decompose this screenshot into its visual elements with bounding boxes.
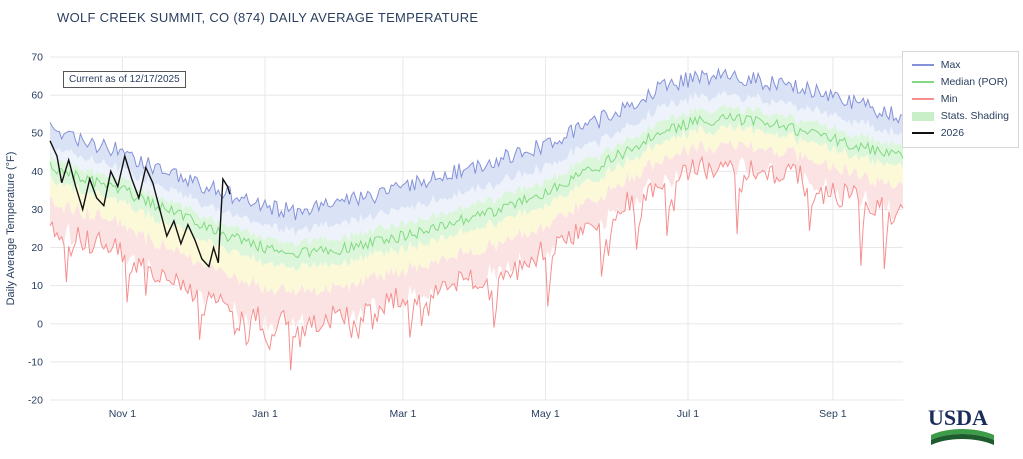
legend-item-median-por[interactable]: Median (POR)	[911, 76, 1009, 88]
y-tick-label: 50	[31, 128, 43, 140]
legend-item-stats-shading[interactable]: Stats. Shading	[911, 110, 1009, 122]
legend-item-label: Max	[940, 59, 961, 71]
legend-item-label: Median (POR)	[940, 76, 1008, 88]
x-tick-label: Sep 1	[819, 408, 847, 420]
y-tick-label: 20	[31, 242, 43, 254]
current-as-of-annotation: Current as of 12/17/2025	[63, 71, 186, 88]
legend-item-max[interactable]: Max	[911, 59, 1009, 71]
x-tick-label: Jul 1	[677, 408, 699, 420]
usda-logo-text: USDA	[928, 405, 988, 430]
usda-swoosh-dark	[931, 434, 994, 445]
y-tick-label: 70	[31, 52, 43, 64]
max-line	[49, 67, 904, 221]
y-tick-label: 0	[37, 318, 43, 330]
legend-item-label: Min	[940, 93, 958, 105]
x-tick-label: Jan 1	[252, 408, 278, 420]
y-tick-label: -20	[28, 395, 43, 407]
median-line	[49, 112, 904, 259]
legend-line-swatch	[911, 132, 934, 134]
legend-item-min[interactable]: Min	[911, 93, 1009, 105]
legend-item-2026[interactable]: 2026	[911, 127, 1009, 139]
y-tick-label: 10	[31, 280, 43, 292]
x-tick-label: Mar 1	[389, 408, 416, 420]
min-line	[49, 155, 904, 371]
legend-patch-swatch	[911, 111, 934, 121]
legend-line-swatch	[911, 98, 934, 100]
legend: Max Median (POR) Min Stats. Shading 2026	[901, 51, 1019, 148]
usda-logo-image: USDA	[928, 405, 994, 445]
y-tick-label: 30	[31, 204, 43, 216]
legend-line-swatch	[911, 64, 934, 66]
legend-line-swatch	[911, 81, 934, 83]
legend-item-label: Stats. Shading	[940, 110, 1009, 122]
x-tick-label: Nov 1	[109, 408, 137, 420]
page-title: WOLF CREEK SUMMIT, CO (874) DAILY AVERAG…	[57, 10, 479, 25]
usda-logo: USDA	[928, 404, 998, 455]
y-tick-label: -10	[28, 356, 43, 368]
y-tick-label: 40	[31, 166, 43, 178]
x-tick-label: May 1	[531, 408, 560, 420]
y-tick-label: 60	[31, 90, 43, 102]
legend-item-label: 2026	[940, 127, 965, 139]
y-axis-title: Daily Average Temperature (°F)	[5, 152, 17, 306]
usda-swoosh-light	[931, 429, 994, 440]
line-2026	[49, 140, 231, 269]
